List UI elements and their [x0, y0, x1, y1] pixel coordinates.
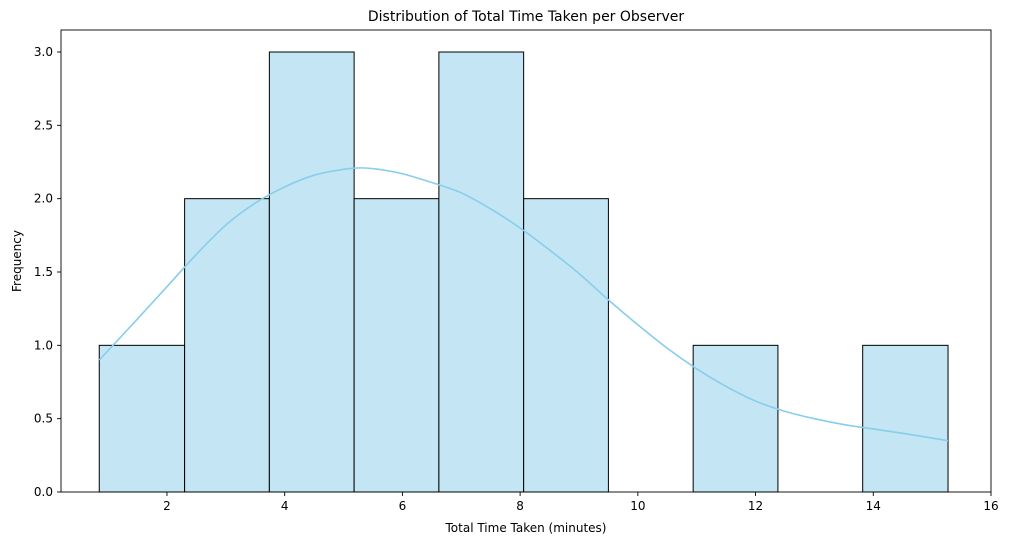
x-tick-label: 16: [983, 499, 998, 513]
bars-group: [98, 51, 949, 493]
histogram-bar: [692, 344, 779, 493]
x-tick-label: 14: [866, 499, 881, 513]
y-tick-label: 2.0: [34, 192, 53, 206]
y-tick-label: 3.0: [34, 45, 53, 59]
kde-curve: [98, 167, 949, 442]
y-tick-label: 0.5: [34, 412, 53, 426]
y-axis-ticks: 0.0 0.5 1.0 1.5 2.0 2.5 3.0: [34, 45, 61, 499]
histogram-bar: [184, 198, 270, 493]
y-tick-label: 0.0: [34, 485, 53, 499]
histogram-bar: [98, 344, 186, 493]
x-axis-ticks: 2 4 6 8 10 12 14 16: [163, 492, 999, 513]
x-tick-label: 10: [630, 499, 645, 513]
histogram-bar: [523, 198, 609, 493]
chart-title: Distribution of Total Time Taken per Obs…: [368, 9, 684, 25]
x-tick-label: 2: [163, 499, 171, 513]
y-tick-label: 2.5: [34, 118, 53, 132]
y-axis-label: Frequency: [10, 230, 24, 292]
plot-frame: [60, 29, 992, 493]
histogram-bar: [268, 51, 355, 493]
x-tick-label: 6: [399, 499, 407, 513]
y-tick-label: 1.0: [34, 338, 53, 352]
x-tick-label: 4: [281, 499, 289, 513]
histogram-bar: [862, 344, 949, 493]
y-tick-label: 1.5: [34, 265, 53, 279]
x-tick-label: 12: [748, 499, 763, 513]
histogram-bar: [438, 51, 525, 493]
x-tick-label: 8: [516, 499, 524, 513]
histogram-bar: [353, 198, 440, 493]
x-axis-label: Total Time Taken (minutes): [445, 521, 607, 535]
